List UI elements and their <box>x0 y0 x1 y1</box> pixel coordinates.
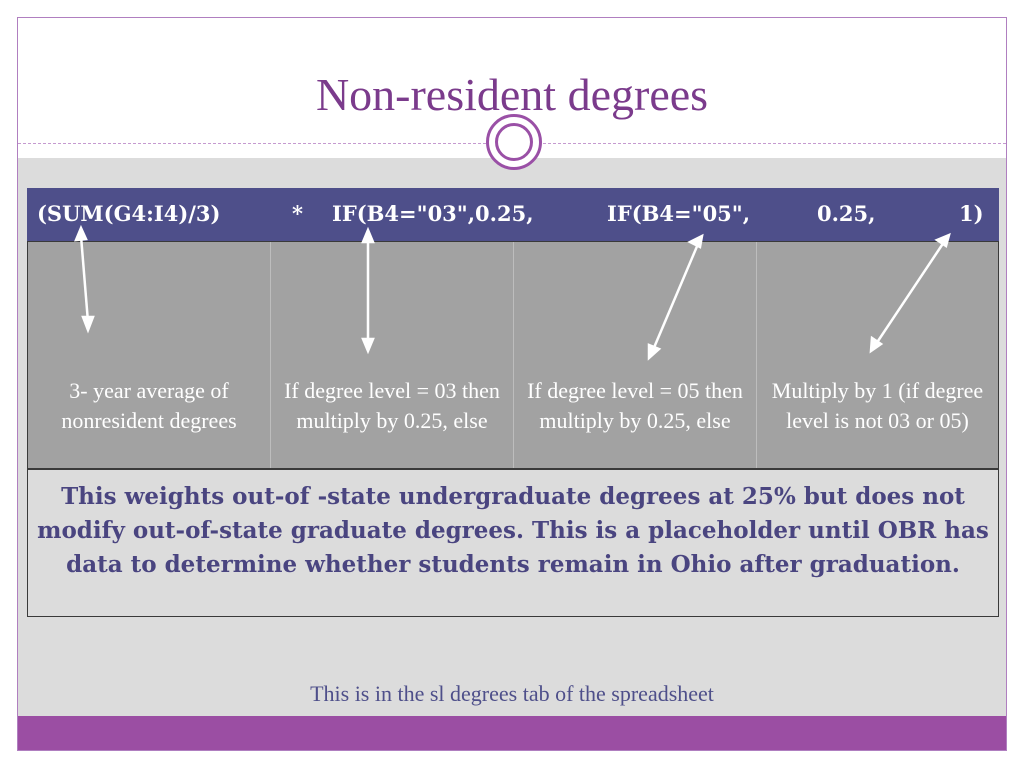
formula-part-if05: IF(B4="05", <box>607 201 751 226</box>
formula-part-factor: 0.25, <box>817 201 876 226</box>
formula-part-multiply: * <box>292 201 303 226</box>
circle-ornament-icon <box>486 114 542 170</box>
formula-part-if03: IF(B4="03",0.25, <box>332 201 534 226</box>
explanation-cell: Multiply by 1 (if degree level is not 03… <box>757 242 998 468</box>
explanation-row: 3- year average of nonresident degrees I… <box>27 241 999 469</box>
note-box: This weights out-of -state undergraduate… <box>27 469 999 617</box>
explanation-text: Multiply by 1 (if degree level is not 03… <box>771 378 984 433</box>
formula-part-average: (SUM(G4:I4)/3) <box>37 201 221 226</box>
formula-part-else: 1) <box>959 201 984 226</box>
bottom-band <box>18 716 1006 750</box>
footer-text: This is in the sl degrees tab of the spr… <box>310 681 714 706</box>
slide-title: Non-resident degrees <box>315 69 709 120</box>
slide: Non-resident degrees (SUM(G4:I4)/3) * IF… <box>17 17 1007 751</box>
explanation-text: If degree level = 03 then multiply by 0.… <box>284 378 500 433</box>
formula-bar: (SUM(G4:I4)/3) * IF(B4="03",0.25, IF(B4=… <box>27 188 999 241</box>
explanation-text: 3- year average of nonresident degrees <box>61 378 237 433</box>
explanation-text: If degree level = 05 then multiply by 0.… <box>527 378 743 433</box>
explanation-cell: If degree level = 05 then multiply by 0.… <box>514 242 757 468</box>
explanation-cell: 3- year average of nonresident degrees <box>28 242 271 468</box>
explanation-cell: If degree level = 03 then multiply by 0.… <box>271 242 514 468</box>
